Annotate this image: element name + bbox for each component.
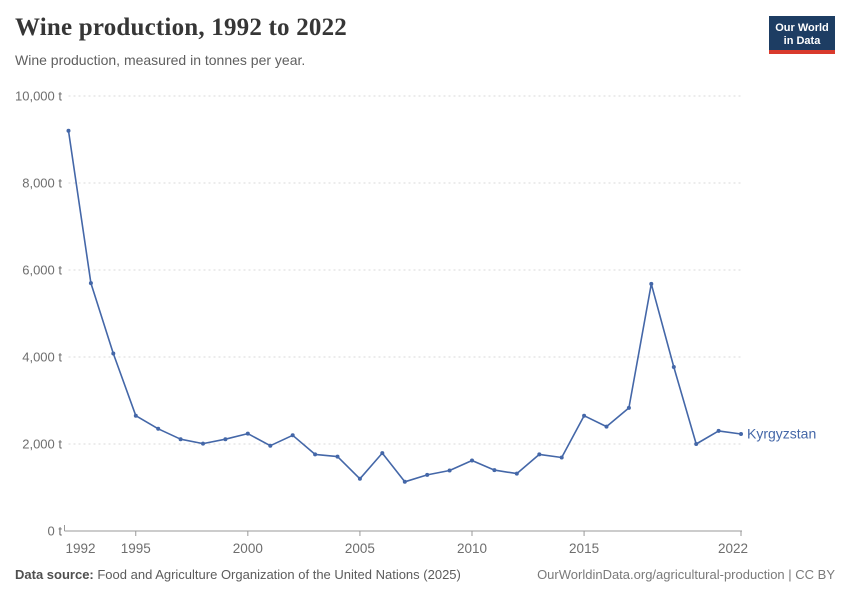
data-point[interactable] <box>290 433 295 438</box>
data-point[interactable] <box>156 426 161 431</box>
data-point[interactable] <box>66 128 71 133</box>
series-end-label: Kyrgyzstan <box>747 425 816 441</box>
data-point[interactable] <box>111 351 116 356</box>
data-point[interactable] <box>380 451 385 456</box>
y-axis-label: 8,000 t <box>22 176 62 191</box>
data-source-text: Food and Agriculture Organization of the… <box>93 567 461 582</box>
x-axis-label: 2000 <box>233 541 263 556</box>
data-point[interactable] <box>716 428 721 433</box>
data-point[interactable] <box>357 476 362 481</box>
data-point[interactable] <box>178 437 183 442</box>
data-point[interactable] <box>694 442 699 446</box>
data-point[interactable] <box>559 455 564 460</box>
y-axis-label: 4,000 t <box>22 350 62 365</box>
data-point[interactable] <box>492 468 497 473</box>
data-point[interactable] <box>201 441 205 446</box>
data-source-note: Data source: Food and Agriculture Organi… <box>15 567 461 582</box>
data-point[interactable] <box>649 281 654 286</box>
y-axis-label: 10,000 t <box>15 89 62 104</box>
x-axis-label: 2022 <box>718 541 748 556</box>
data-point[interactable] <box>425 472 430 477</box>
chart-footer: Data source: Food and Agriculture Organi… <box>15 567 835 582</box>
y-axis-label: 6,000 t <box>22 263 62 278</box>
y-axis-label: 2,000 t <box>22 437 62 452</box>
data-point[interactable] <box>604 424 609 429</box>
data-point[interactable] <box>268 443 273 448</box>
x-axis-label: 1995 <box>121 541 151 556</box>
data-point[interactable] <box>514 471 519 476</box>
data-point[interactable] <box>245 431 250 436</box>
data-point[interactable] <box>447 468 452 473</box>
owid-logo-line2: in Data <box>783 35 821 47</box>
chart-subtitle: Wine production, measured in tonnes per … <box>15 52 306 68</box>
credit-link[interactable]: OurWorldinData.org/agricultural-producti… <box>537 567 835 582</box>
y-axis-label: 0 t <box>48 524 63 539</box>
data-point[interactable] <box>223 437 228 442</box>
data-point[interactable] <box>88 281 93 286</box>
data-point[interactable] <box>537 452 542 457</box>
data-point[interactable] <box>402 479 407 484</box>
data-point[interactable] <box>133 413 138 418</box>
data-point[interactable] <box>313 452 318 457</box>
x-axis-label: 2015 <box>569 541 599 556</box>
data-point[interactable] <box>671 365 676 369</box>
data-point[interactable] <box>335 454 340 459</box>
x-axis-label: 2010 <box>457 541 487 556</box>
data-point[interactable] <box>626 405 631 410</box>
owid-logo-line1: Our World <box>775 21 829 34</box>
data-point[interactable] <box>470 458 474 463</box>
owid-logo[interactable]: Our World in Data <box>769 16 835 54</box>
x-axis-label: 1992 <box>66 541 96 556</box>
data-point[interactable] <box>582 413 587 418</box>
owid-logo-red-bar <box>769 50 835 54</box>
data-point[interactable] <box>739 432 743 436</box>
x-axis-label: 2005 <box>345 541 375 556</box>
data-source-label: Data source: <box>15 567 94 582</box>
page-title: Wine production, 1992 to 2022 <box>15 14 347 41</box>
